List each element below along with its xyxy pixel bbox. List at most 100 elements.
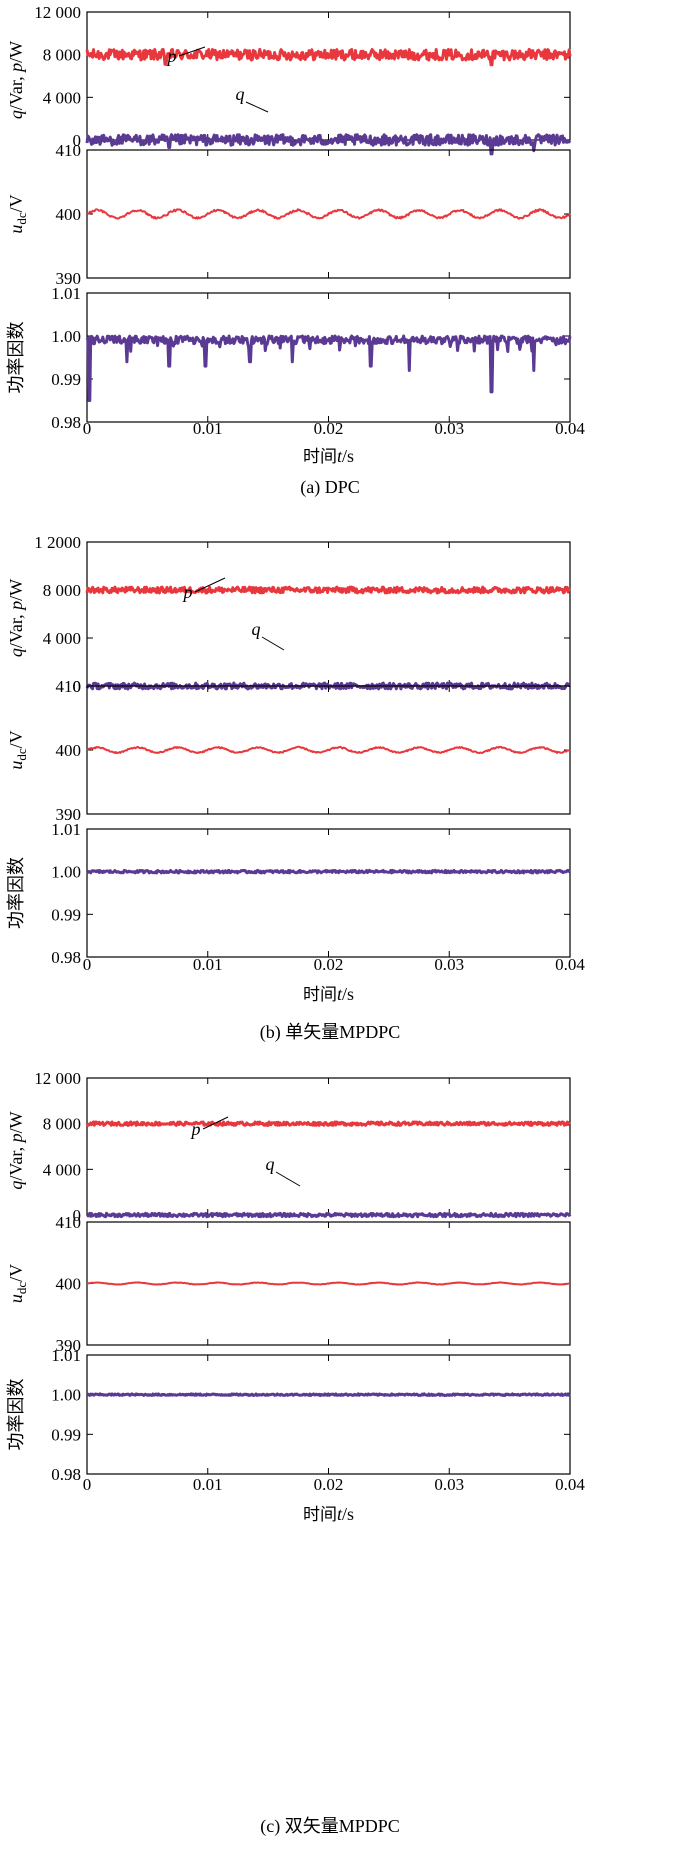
series-q-line bbox=[85, 133, 572, 156]
y-tick-label: 8 000 bbox=[43, 581, 81, 600]
y-tick-label: 390 bbox=[56, 269, 82, 288]
y-tick-label: 410 bbox=[56, 677, 82, 696]
ylabel-q: q bbox=[6, 1181, 26, 1190]
y-tick-label: 12 000 bbox=[34, 3, 81, 22]
axes-frame bbox=[86, 1077, 571, 1216]
y-tick-label: 390 bbox=[56, 1336, 82, 1355]
y-tick-label: 0 bbox=[73, 1206, 82, 1225]
ylabel-mid: /Var, bbox=[6, 610, 26, 648]
y-tick-label: 400 bbox=[56, 741, 82, 760]
y-tick-label: 0.99 bbox=[51, 370, 81, 389]
y-tick-label: 400 bbox=[56, 1275, 82, 1294]
xlabel-var: t bbox=[337, 1504, 343, 1524]
y-tick-label: 410 bbox=[56, 1213, 82, 1232]
power-y-label: q/Var, p/W bbox=[6, 1111, 26, 1189]
ylabel-sub: dc bbox=[14, 748, 29, 761]
series-q-line bbox=[86, 1211, 572, 1219]
q-leader bbox=[261, 636, 285, 651]
y-tick-label: 1 2000 bbox=[34, 533, 81, 552]
x-tick-label: 0.02 bbox=[314, 955, 344, 974]
pf-y-label: 功率因数 bbox=[6, 1379, 26, 1451]
ylabel-end: /W bbox=[6, 579, 26, 601]
xlabel-var: t bbox=[337, 446, 343, 466]
udc-line bbox=[86, 745, 571, 755]
y-tick-label: 4 000 bbox=[43, 629, 81, 648]
y-tick-label: 1.00 bbox=[51, 327, 81, 346]
x-tick-label: 0.01 bbox=[193, 419, 223, 438]
p-annotation: p bbox=[190, 1119, 201, 1139]
udc-line bbox=[86, 1281, 571, 1286]
p-leader bbox=[202, 1116, 229, 1130]
pf-line bbox=[85, 334, 572, 402]
y-tick-label: 4 000 bbox=[43, 1160, 81, 1179]
udc-y-label: udc/V bbox=[6, 194, 29, 233]
panel-caption: (c) 双矢量MPDPC bbox=[260, 1816, 400, 1837]
y-tick-label: 0.98 bbox=[51, 413, 81, 432]
y-tick-label: 0.98 bbox=[51, 1465, 81, 1484]
ylabel-u: u bbox=[6, 761, 26, 770]
udc-subplot: 410 400 390 udc/V bbox=[6, 677, 571, 824]
q-annotation: q bbox=[236, 84, 245, 104]
series-p-line bbox=[85, 1120, 571, 1127]
y-tick-label: 400 bbox=[56, 205, 82, 224]
ylabel-p: p bbox=[6, 601, 26, 612]
udc-subplot: 410 400 390 udc/V bbox=[6, 141, 571, 288]
x-tick-label: 0.03 bbox=[434, 955, 464, 974]
axes-frame bbox=[86, 292, 571, 423]
ylabel-q: q bbox=[6, 648, 26, 657]
q-annotation: q bbox=[266, 1154, 275, 1174]
udc-y-label: udc/V bbox=[6, 1264, 29, 1303]
y-tick-label: 0.99 bbox=[51, 905, 81, 924]
ylabel-sub: dc bbox=[14, 1282, 29, 1295]
q-annotation: q bbox=[252, 619, 261, 639]
pf-y-label: 功率因数 bbox=[6, 857, 26, 929]
y-tick-label: 0 bbox=[73, 131, 82, 150]
ylabel-v: /V bbox=[6, 730, 26, 748]
pf-subplot: 1.01 1.00 0.99 0.98 功率因数 bbox=[6, 284, 572, 432]
y-tick-label: 0 bbox=[73, 677, 82, 696]
y-tick-label: 1.01 bbox=[51, 1346, 81, 1365]
x-tick-label: 0.01 bbox=[193, 1475, 223, 1494]
x-tick-label: 0.04 bbox=[555, 1475, 585, 1494]
y-tick-label: 1.00 bbox=[51, 1386, 81, 1405]
y-tick-label: 0.98 bbox=[51, 948, 81, 967]
p-leader bbox=[178, 46, 206, 57]
y-tick-label: 390 bbox=[56, 805, 82, 824]
y-tick-label: 4 000 bbox=[43, 88, 81, 107]
p-annotation: p bbox=[182, 582, 193, 602]
pf-line bbox=[86, 868, 571, 875]
axes-frame bbox=[86, 541, 571, 687]
ylabel-u: u bbox=[6, 225, 26, 234]
x-tick-label: 0.02 bbox=[314, 419, 344, 438]
ylabel-end: /W bbox=[6, 41, 26, 63]
y-tick-label: 410 bbox=[56, 141, 82, 160]
xlabel-prefix: 时间 bbox=[303, 985, 337, 1005]
pf-subplot: 1.01 1.00 0.99 0.98 功率因数 bbox=[6, 820, 571, 967]
p-leader bbox=[194, 577, 226, 593]
pf-line bbox=[86, 1392, 571, 1397]
y-tick-label: 0.99 bbox=[51, 1425, 81, 1444]
xlabel-suffix: /s bbox=[342, 1504, 354, 1524]
xlabel-suffix: /s bbox=[342, 984, 354, 1004]
ylabel-p: p bbox=[6, 1133, 26, 1144]
x-tick-label: 0 bbox=[83, 955, 92, 974]
udc-line bbox=[86, 208, 571, 220]
x-tick-label: 0.03 bbox=[434, 419, 464, 438]
y-tick-label: 1.01 bbox=[51, 820, 81, 839]
axes-frame bbox=[86, 11, 571, 141]
power-y-label: q/Var, p/W bbox=[6, 41, 26, 119]
y-tick-label: 1.01 bbox=[51, 284, 81, 303]
axes-frame bbox=[86, 828, 571, 958]
y-tick-label: 1.00 bbox=[51, 863, 81, 882]
ylabel-sub: dc bbox=[14, 212, 29, 225]
x-tick-label: 0 bbox=[83, 1475, 92, 1494]
ylabel-q: q bbox=[6, 110, 26, 119]
panel-caption: (b) 单矢量MPDPC bbox=[260, 1022, 401, 1043]
xlabel-var: t bbox=[337, 984, 343, 1004]
y-tick-label: 12 000 bbox=[34, 1069, 81, 1088]
